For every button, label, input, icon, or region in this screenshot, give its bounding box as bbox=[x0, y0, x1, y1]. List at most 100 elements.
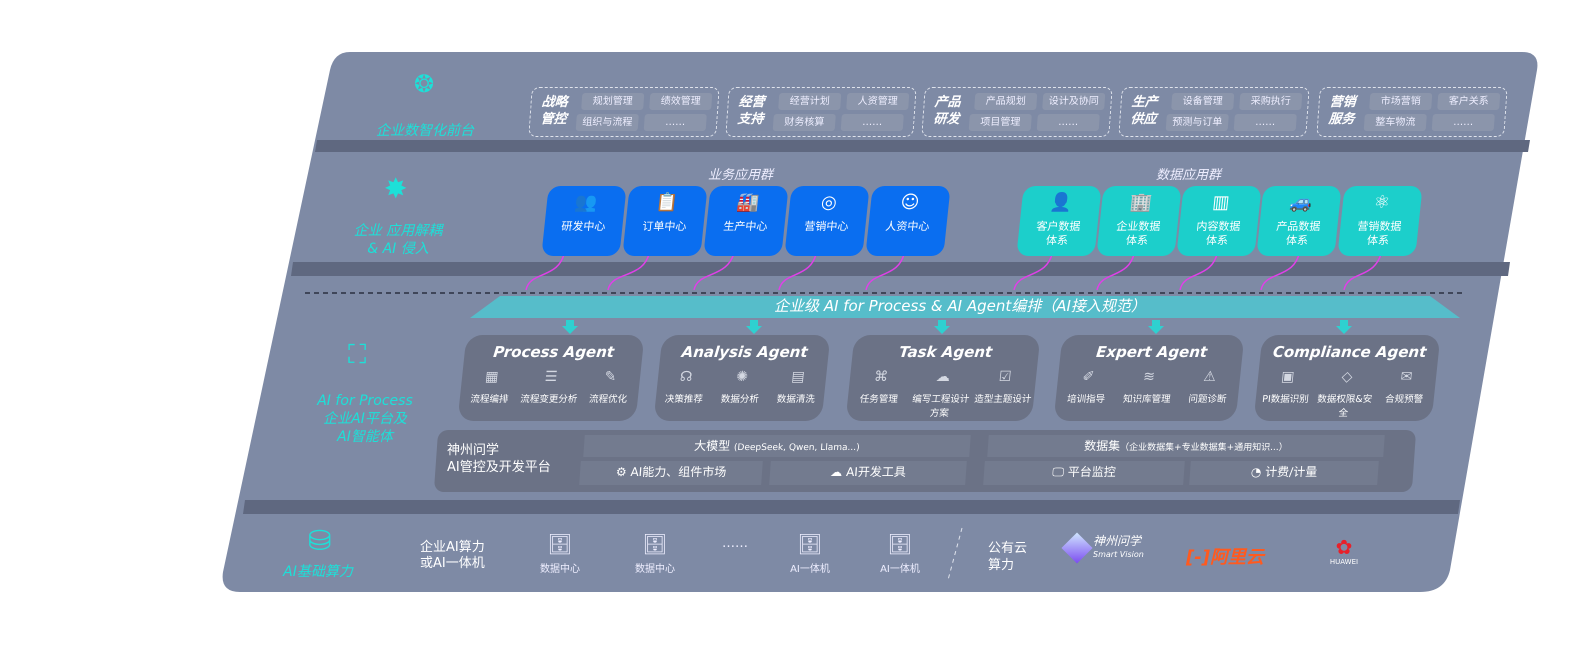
smart-vision-cn: 神州问学 bbox=[1093, 534, 1142, 548]
agent-capability[interactable]: ✐ 培训指导 bbox=[1055, 369, 1119, 405]
front-chip[interactable]: …… bbox=[1431, 114, 1495, 131]
books-icon: ▥ bbox=[1211, 192, 1231, 213]
aliyun-text: 阿里云 bbox=[1209, 547, 1264, 568]
agent-capability[interactable]: ☊ 决策推荐 bbox=[655, 369, 714, 405]
agent-capability[interactable]: ≋ 知识库管理 bbox=[1116, 369, 1180, 405]
front-chip[interactable]: 市场营销 bbox=[1369, 93, 1433, 110]
business-app-tile[interactable]: ☺ 人资中心 bbox=[865, 186, 951, 256]
front-chip[interactable]: 绩效管理 bbox=[649, 93, 713, 110]
agent-capability[interactable]: ☁ 编写工程设计方案 bbox=[908, 369, 975, 419]
agent-card[interactable]: Compliance Agent ▣ PI数据识别 ◇ 数据权限&安全 ✉ 合规预警 bbox=[1253, 335, 1441, 421]
building-icon: 🏢 bbox=[1128, 192, 1154, 213]
front-chip[interactable]: …… bbox=[840, 114, 904, 131]
front-chip[interactable]: 预测与订单 bbox=[1165, 114, 1229, 131]
market-icon: ⚙ bbox=[615, 465, 631, 479]
compute-ellipsis: …… bbox=[722, 536, 748, 551]
enterprise-compute-1: 企业AI算力 bbox=[420, 540, 485, 555]
layer-label-front: 企业数智化前台 bbox=[376, 123, 474, 139]
agent-title: Task Agent bbox=[898, 343, 994, 361]
compute-item[interactable]: 🗄 数据中心 bbox=[530, 532, 590, 575]
capability-label: 造型主题设计 bbox=[973, 394, 1032, 405]
tile-label: 营销中心 bbox=[803, 220, 850, 233]
front-chip[interactable]: 组织与流程 bbox=[575, 114, 639, 131]
capability-label: 决策推荐 bbox=[664, 394, 704, 405]
capability-icon: ⚠ bbox=[1202, 369, 1217, 385]
database-icon: ⛁ bbox=[308, 524, 332, 557]
capability-icon: ✎ bbox=[603, 369, 618, 385]
data-app-tile[interactable]: ⚛ 营销数据体系 bbox=[1337, 186, 1423, 256]
data-app-tile[interactable]: 🚙 产品数据体系 bbox=[1256, 186, 1342, 256]
front-group: 生产供应 设备管理 采购执行 预测与订单…… bbox=[1118, 87, 1310, 137]
compute-item[interactable]: 🗄 数据中心 bbox=[625, 532, 685, 575]
front-chip[interactable]: 规划管理 bbox=[581, 93, 645, 110]
monitor-icon: 🖵 bbox=[1051, 465, 1069, 479]
compute-item[interactable]: 🗄 AI一体机 bbox=[780, 532, 840, 575]
agent-capability[interactable]: ☑ 造型主题设计 bbox=[970, 369, 1037, 419]
capability-label: PI数据识别 bbox=[1261, 394, 1310, 405]
capability-icon: ▤ bbox=[790, 369, 806, 385]
huawei-petals-icon: ✿ bbox=[1335, 535, 1353, 559]
data-app-tile[interactable]: ▥ 内容数据体系 bbox=[1176, 186, 1262, 256]
agent-capability[interactable]: ⌘ 任务管理 bbox=[846, 369, 913, 419]
capability-icon: ≋ bbox=[1142, 369, 1156, 385]
atom-icon: ⚛ bbox=[1372, 192, 1392, 213]
front-chip[interactable]: …… bbox=[643, 114, 707, 131]
molecule-icon: ✸ bbox=[384, 172, 408, 205]
capability-icon: ☑ bbox=[997, 369, 1013, 385]
devtools-button[interactable]: ☁ AI开发工具 bbox=[769, 461, 967, 485]
agent-capability[interactable]: ✺ 数据分析 bbox=[711, 369, 770, 405]
agent-capability[interactable]: ⚠ 问题诊断 bbox=[1177, 369, 1241, 405]
front-chip[interactable]: 人资管理 bbox=[846, 93, 910, 110]
agent-card[interactable]: Expert Agent ✐ 培训指导 ≋ 知识库管理 ⚠ 问题诊断 bbox=[1053, 335, 1245, 421]
compute-item[interactable]: 🗄 AI一体机 bbox=[870, 532, 930, 575]
agent-card[interactable]: Process Agent ▦ 流程编排 ☰ 流程变更分析 ✎ 流程优化 bbox=[457, 335, 645, 421]
capability-label: 数据分析 bbox=[720, 394, 760, 405]
business-app-tile[interactable]: 👥 研发中心 bbox=[541, 186, 627, 256]
front-chip[interactable]: …… bbox=[1233, 114, 1297, 131]
agent-capability[interactable]: ▣ PI数据识别 bbox=[1254, 369, 1318, 419]
target-icon: ◎ bbox=[819, 192, 838, 213]
factory-icon: 🏭 bbox=[735, 192, 761, 213]
market-label: AI能力、组件市场 bbox=[629, 465, 727, 479]
agent-capability[interactable]: ▤ 数据清洗 bbox=[767, 369, 826, 405]
business-app-tile[interactable]: 🏭 生产中心 bbox=[703, 186, 789, 256]
front-group-title: 经营支持 bbox=[736, 95, 766, 127]
front-chip[interactable]: 项目管理 bbox=[968, 114, 1032, 131]
front-chip[interactable]: 产品规划 bbox=[974, 93, 1038, 110]
front-chip[interactable]: 采购执行 bbox=[1239, 93, 1303, 110]
agent-capability[interactable]: ☰ 流程变更分析 bbox=[519, 369, 582, 405]
server-icon: 🗄 bbox=[797, 532, 823, 556]
front-chip[interactable]: …… bbox=[1036, 114, 1100, 131]
monitor-button[interactable]: 🖵 平台监控 bbox=[983, 461, 1185, 485]
business-app-tile[interactable]: 📋 订单中心 bbox=[622, 186, 708, 256]
market-button[interactable]: ⚙ AI能力、组件市场 bbox=[579, 461, 763, 485]
front-chip[interactable]: 经营计划 bbox=[778, 93, 842, 110]
agent-capability[interactable]: ◇ 数据权限&安全 bbox=[1313, 369, 1377, 419]
agent-capability[interactable]: ▦ 流程编排 bbox=[459, 369, 522, 405]
aliyun-logo: [-]阿里云 bbox=[1186, 543, 1264, 569]
gauge-icon: ◔ bbox=[1250, 465, 1266, 479]
layer-label-app-1: 企业 应用解耦 bbox=[353, 223, 443, 239]
billing-button[interactable]: ◔ 计费/计量 bbox=[1189, 461, 1379, 485]
front-chip[interactable]: 财务核算 bbox=[772, 114, 836, 131]
tile-label: 产品数据体系 bbox=[1275, 220, 1322, 247]
capability-icon: ◇ bbox=[1340, 369, 1354, 385]
front-chip[interactable]: 客户关系 bbox=[1437, 93, 1501, 110]
compute-item-label: AI一体机 bbox=[880, 564, 920, 575]
smart-vision-logo: 神州问学 Smart Vision bbox=[1061, 532, 1144, 564]
agent-capability[interactable]: ✉ 合规预警 bbox=[1373, 369, 1437, 419]
enterprise-compute-label: 企业AI算力 或AI一体机 bbox=[420, 540, 485, 572]
data-app-tile[interactable]: 🏢 企业数据体系 bbox=[1096, 186, 1182, 256]
agent-capability[interactable]: ✎ 流程优化 bbox=[578, 369, 641, 405]
layer-label-app-2: & AI 侵入 bbox=[367, 241, 429, 257]
agent-card[interactable]: Analysis Agent ☊ 决策推荐 ✺ 数据分析 ▤ 数据清洗 bbox=[653, 335, 831, 421]
front-chip[interactable]: 设计及协同 bbox=[1042, 93, 1106, 110]
capability-label: 问题诊断 bbox=[1187, 394, 1227, 405]
clipboard-icon: 📋 bbox=[654, 192, 680, 213]
front-chip[interactable]: 设备管理 bbox=[1171, 93, 1235, 110]
agent-card[interactable]: Task Agent ⌘ 任务管理 ☁ 编写工程设计方案 ☑ 造型主题设计 bbox=[845, 335, 1041, 421]
front-chip[interactable]: 整车物流 bbox=[1363, 114, 1427, 131]
capability-icon: ☊ bbox=[679, 369, 694, 385]
data-app-tile[interactable]: 👤 客户数据体系 bbox=[1016, 186, 1102, 256]
business-app-tile[interactable]: ◎ 营销中心 bbox=[784, 186, 870, 256]
